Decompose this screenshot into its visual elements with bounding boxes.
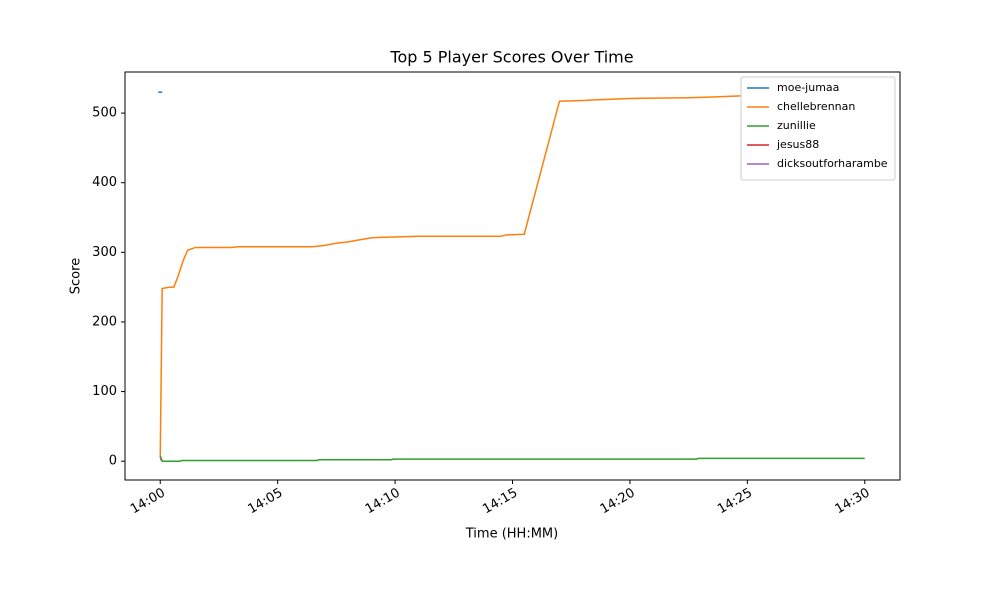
x-tick-label: 14:20 [598,486,638,518]
x-tick-label: 14:15 [480,486,520,518]
legend-label: chellebrennan [777,100,855,113]
legend-label: dicksoutforharambe [777,157,888,170]
legend-label: moe-jumaa [777,81,839,94]
x-tick-label: 14:30 [833,486,873,518]
line-series [159,94,865,458]
y-tick-label: 500 [92,106,117,121]
y-axis-label: Score [69,258,84,294]
x-tick-label: 14:00 [128,486,168,518]
x-tick-label: 14:05 [245,486,285,518]
x-axis-label: Time (HH:MM) [465,527,558,542]
y-tick-label: 100 [92,384,117,399]
line-series [159,455,865,462]
x-tick-label: 14:10 [363,486,403,518]
chart-title: Top 5 Player Scores Over Time [389,48,633,67]
legend-box [740,76,896,181]
x-tick-label: 14:25 [715,486,755,518]
y-tick-label: 400 [92,175,117,190]
y-tick-label: 0 [109,454,117,469]
y-tick-label: 300 [92,245,117,260]
legend-label: zunillie [777,119,816,132]
y-tick-label: 200 [92,314,117,329]
legend-label: jesus88 [776,138,819,151]
legend: moe-jumaa chellebrennan zunillie jesus88 dic… [740,76,896,181]
